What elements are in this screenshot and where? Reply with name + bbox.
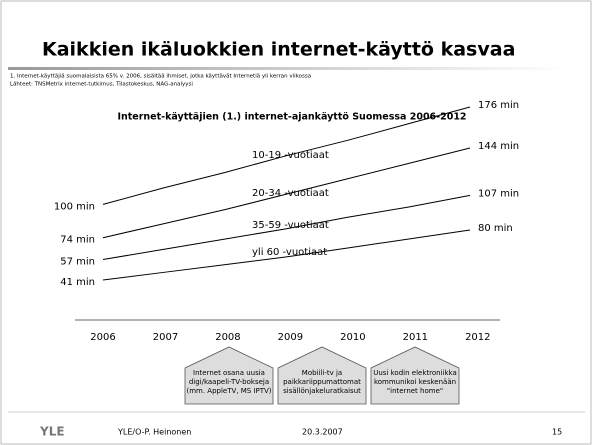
callout-text: sisällönjakeluratkaisut (283, 387, 361, 395)
value-label: 41 min (60, 277, 95, 288)
callout-text: Mobiili-tv ja (302, 369, 342, 377)
value-label: 57 min (60, 256, 95, 267)
callout-box (277, 346, 367, 405)
footer-date: 20.3.2007 (302, 428, 343, 437)
x-tick-label: 2009 (278, 332, 303, 343)
series-label: 35-59 -vuotiaat (252, 220, 329, 231)
callout-text: paikkariippumattomat (283, 378, 361, 386)
callout-text: "internet home" (387, 387, 443, 395)
series-line (102, 229, 471, 281)
value-label: 144 min (478, 141, 519, 152)
x-tick-label: 2008 (215, 332, 240, 343)
value-label: 100 min (54, 201, 95, 212)
series-label: 10-19 -vuotiaat (252, 150, 329, 161)
series-label: 20-34 -vuotiaat (252, 188, 329, 199)
note: Lähteet: TNSMetrix internet-tutkimus, Ti… (10, 82, 193, 88)
x-tick-label: 2011 (403, 332, 428, 343)
callout-text: (mm. AppleTV, MS IPTV) (186, 387, 271, 395)
title-rule (8, 67, 568, 70)
x-tick-label: 2006 (90, 332, 115, 343)
callout-box (184, 346, 274, 405)
x-tick-label: 2010 (340, 332, 365, 343)
value-label: 176 min (478, 100, 519, 111)
callout-text: Uusi kodin elektroniikka (373, 369, 456, 377)
footer-page: 15 (552, 428, 562, 437)
footer-author: YLE/O-P. Heinonen (117, 428, 191, 437)
series-line (102, 194, 471, 260)
callout-text: Internet osana uusia (193, 369, 265, 377)
callout-box (370, 346, 460, 405)
series-line (102, 147, 471, 239)
x-tick-label: 2007 (153, 332, 178, 343)
callout-text: digi/kaapeli-TV-bokseja (189, 378, 269, 386)
series-label: yli 60 -vuotiaat (252, 247, 327, 258)
note: 1. Internet-käyttäjiä suomalaisista 65% … (10, 74, 311, 80)
value-label: 107 min (478, 188, 519, 199)
series-line (102, 106, 471, 205)
chart-title: Internet-käyttäjien (1.) internet-ajankä… (117, 112, 466, 123)
logo: YLE (39, 425, 65, 439)
value-label: 80 min (478, 223, 513, 234)
callout-text: kommunikoi keskenään (374, 378, 456, 386)
value-label: 74 min (60, 235, 95, 246)
x-tick-label: 2012 (465, 332, 490, 343)
slide-title: Kaikkien ikäluokkien internet-käyttö kas… (42, 39, 515, 61)
